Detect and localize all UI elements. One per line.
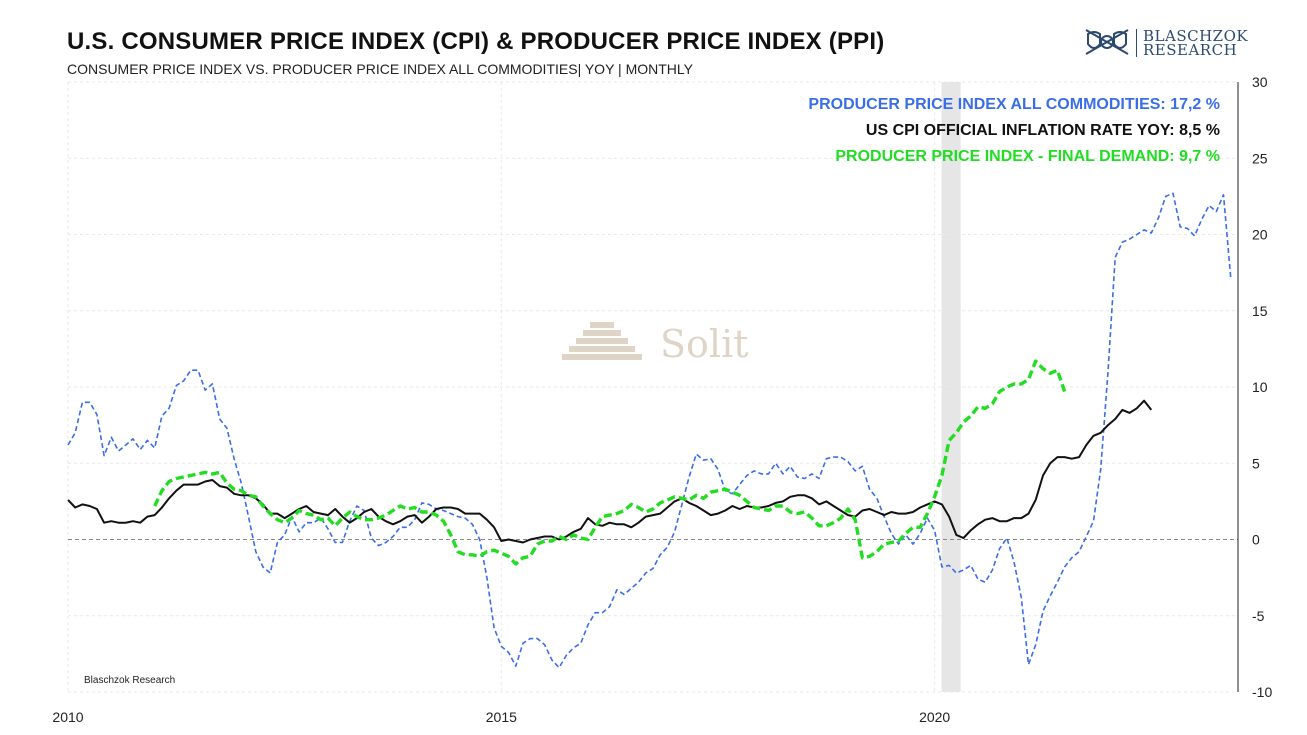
y-tick-label: 25 (1252, 150, 1268, 166)
legend-ppi-all-commodities: PRODUCER PRICE INDEX ALL COMMODITIES: 17… (808, 96, 1220, 113)
x-tick-label: 2015 (486, 709, 517, 725)
pyramid-icon (562, 322, 642, 360)
logo-line-2: RESEARCH (1143, 41, 1238, 59)
brand-logo: BLASCHZOK RESEARCH (1084, 26, 1248, 60)
chart-title: U.S. CONSUMER PRICE INDEX (CPI) & PRODUC… (67, 28, 885, 55)
legend-ppi-final-demand: PRODUCER PRICE INDEX - FINAL DEMAND: 9,7… (835, 148, 1220, 165)
watermark-text: Solit (660, 322, 749, 366)
series-line-ppi-all (67, 192, 1232, 669)
y-tick-label: 0 (1252, 532, 1260, 548)
watermark: Solit (562, 322, 749, 366)
logo-line-1: BLASCHZOK (1143, 27, 1249, 45)
y-tick-label: 10 (1252, 379, 1268, 395)
series-line-ppi-final (153, 359, 1067, 566)
y-tick-label: 5 (1252, 455, 1260, 471)
y-tick-label: -10 (1252, 684, 1272, 700)
legend-cpi: US CPI OFFICIAL INFLATION RATE YOY: 8,5 … (865, 122, 1220, 139)
y-tick-label: 30 (1252, 74, 1268, 90)
legend: PRODUCER PRICE INDEX ALL COMMODITIES: 17… (808, 92, 1220, 170)
source-label: Blaschzok Research (84, 675, 175, 686)
x-tick-label: 2010 (52, 709, 83, 725)
series-layer (67, 192, 1232, 669)
y-tick-label: 15 (1252, 303, 1268, 319)
grid-layer (67, 81, 1238, 693)
chart-subtitle: CONSUMER PRICE INDEX VS. PRODUCER PRICE … (67, 61, 693, 77)
y-tick-label: -5 (1252, 608, 1265, 624)
crossed-swords-shield-icon (1085, 29, 1129, 55)
series-line-cpi (67, 399, 1153, 544)
x-tick-label: 2020 (919, 709, 950, 725)
y-tick-label: 20 (1252, 227, 1268, 243)
